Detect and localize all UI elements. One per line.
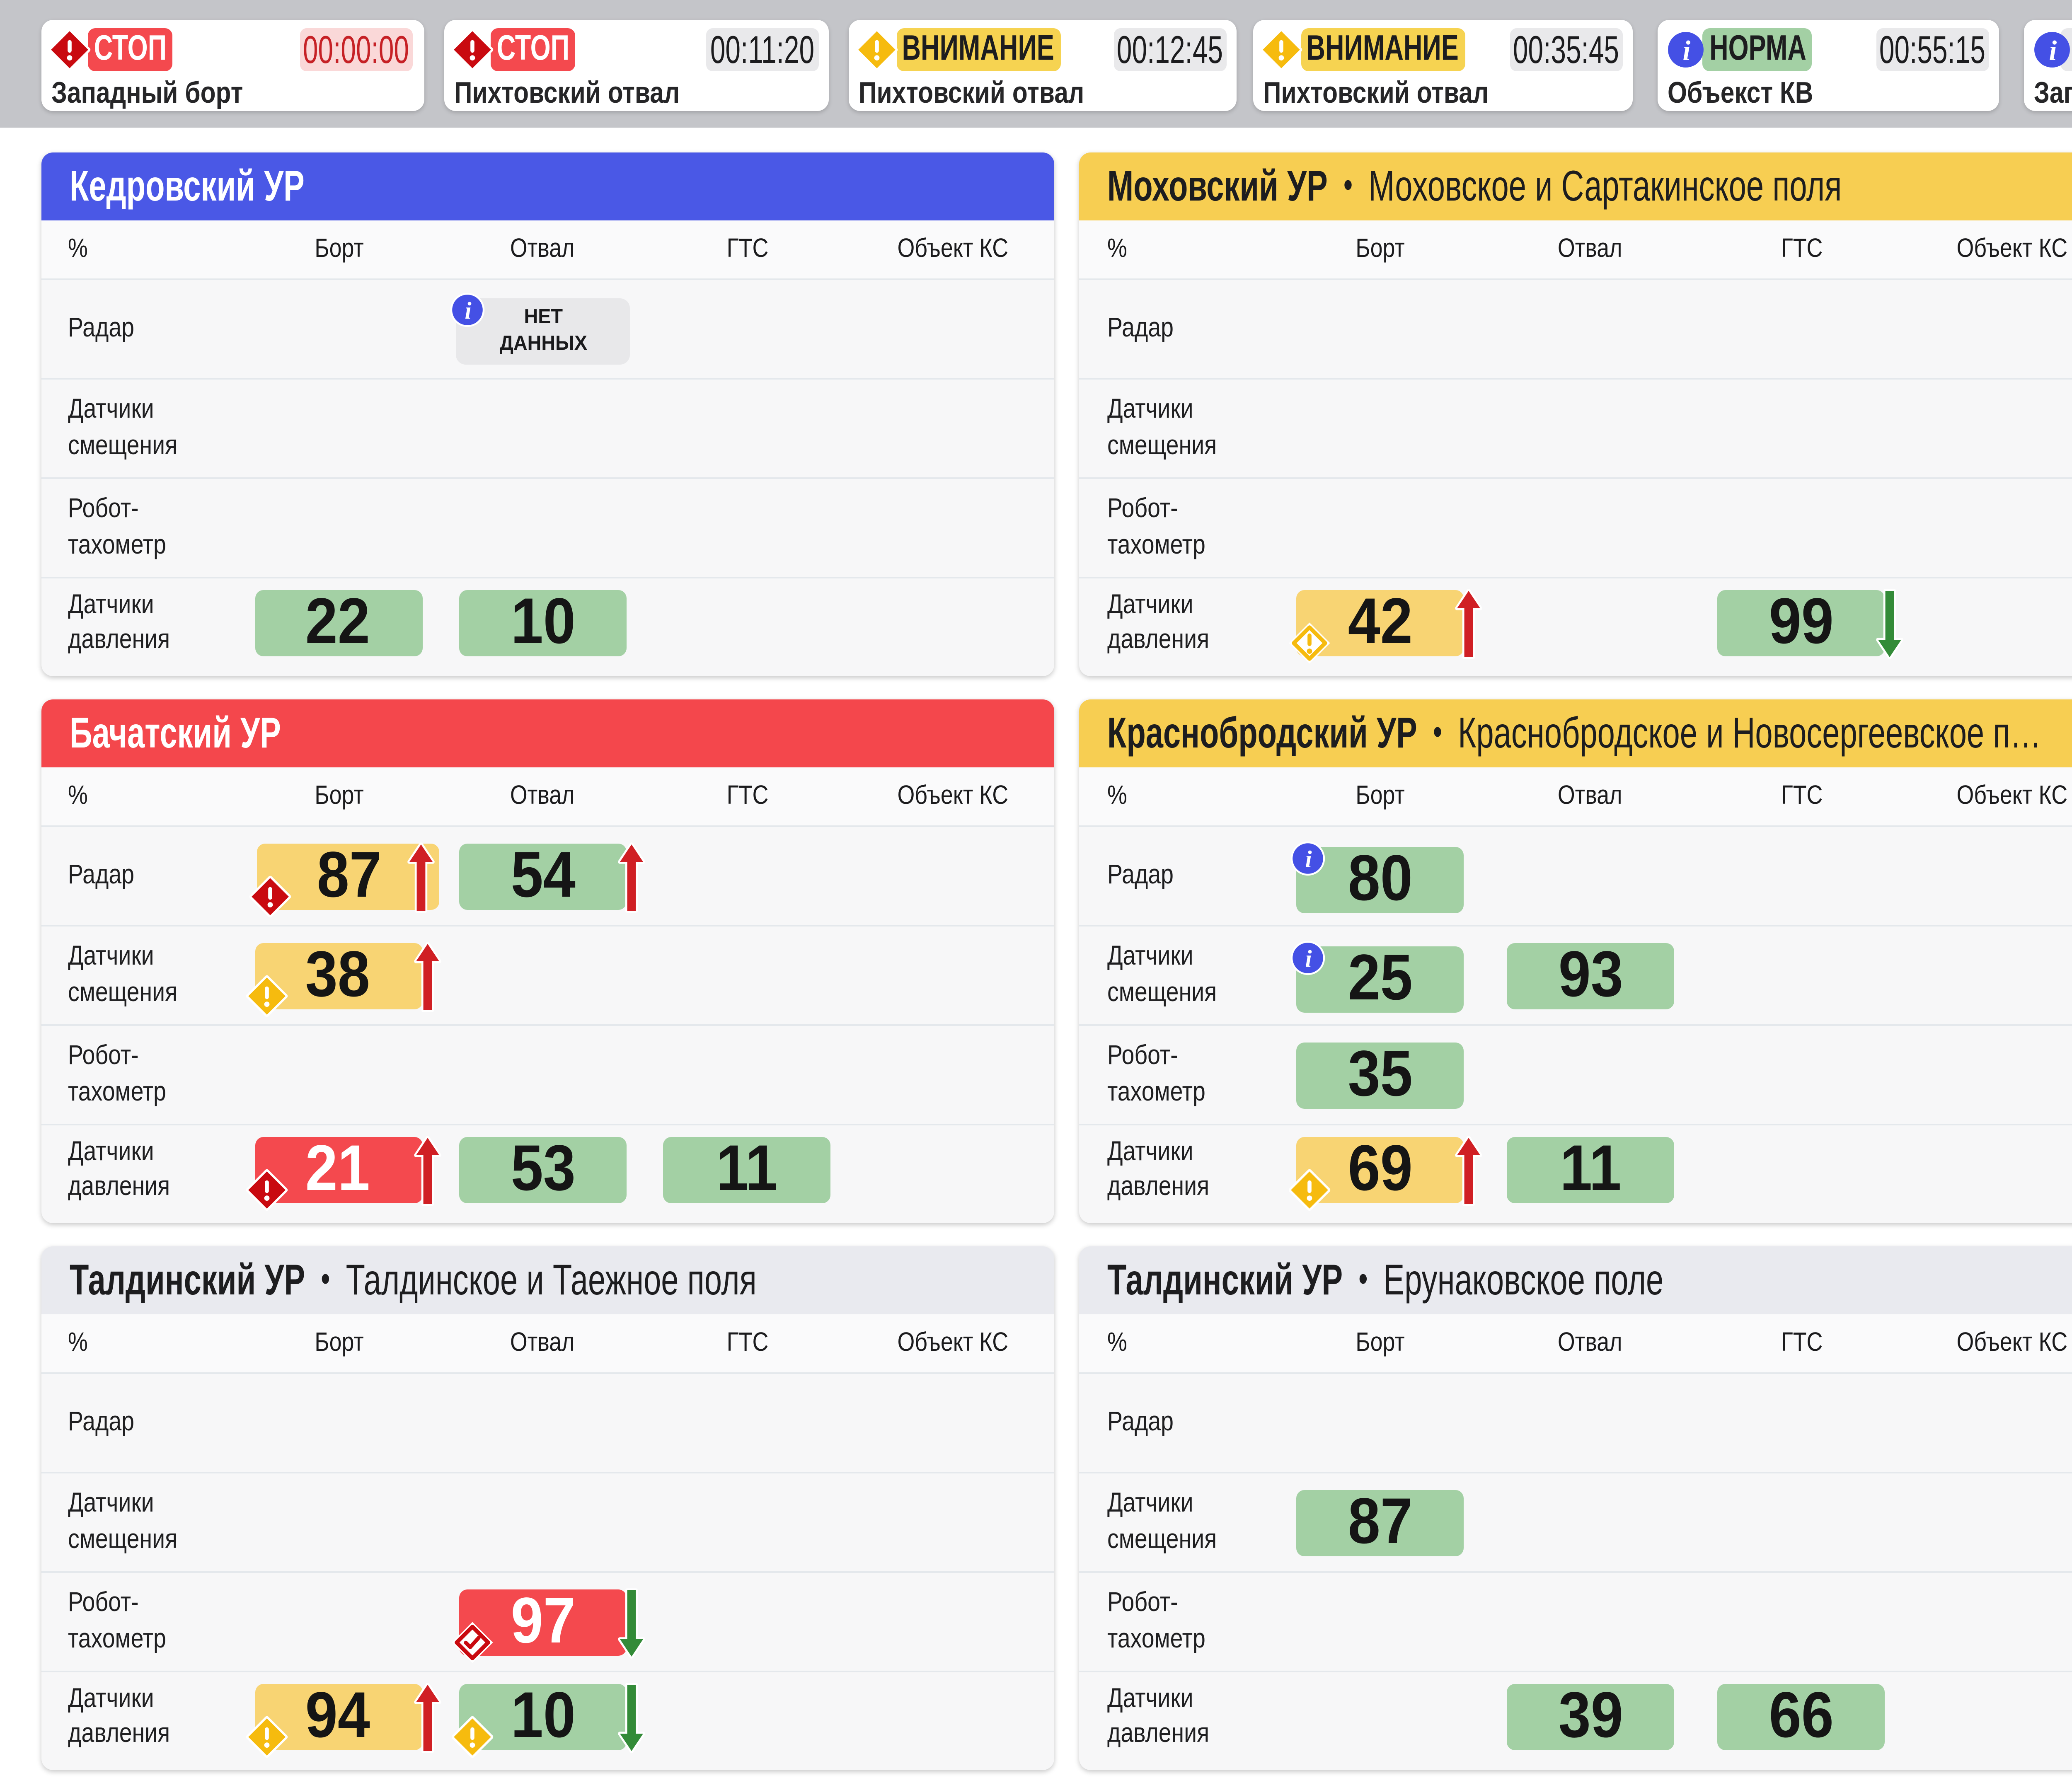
svg-text:i: i	[1305, 945, 1311, 972]
svg-text:i: i	[1682, 34, 1690, 65]
svg-text:i: i	[464, 296, 471, 323]
svg-text:i: i	[2049, 34, 2057, 65]
svg-text:i: i	[1305, 846, 1311, 873]
